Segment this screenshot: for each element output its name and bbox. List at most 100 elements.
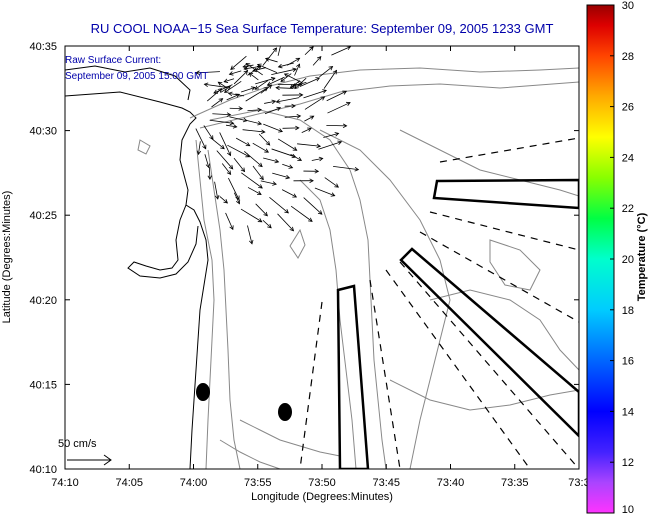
- x-tick-label: 73:50: [308, 477, 336, 489]
- current-annotation-line1: Raw Surface Current:: [65, 55, 161, 66]
- current-vector: [233, 70, 249, 85]
- colorbar-gradient: [586, 4, 615, 514]
- current-vector: [266, 76, 285, 86]
- current-vector: [284, 114, 302, 119]
- current-vector: [319, 66, 334, 78]
- x-tick-label: 74:05: [115, 477, 143, 489]
- scale-label: 50 cm/s: [58, 438, 97, 450]
- current-vector: [195, 128, 207, 150]
- x-tick-label: 73:45: [372, 477, 400, 489]
- current-vector: [255, 203, 268, 217]
- current-vector: [235, 137, 251, 147]
- current-vector: [263, 123, 283, 133]
- current-vector: [227, 91, 245, 97]
- current-vector: [264, 99, 277, 105]
- colorbar-tick-label: 30: [622, 0, 634, 12]
- current-vector: [269, 196, 289, 214]
- current-vector: [262, 47, 278, 66]
- current-vector: [304, 96, 326, 110]
- colorbar-tick-label: 20: [622, 254, 634, 266]
- station-marker: [196, 383, 210, 401]
- current-vector: [304, 115, 315, 122]
- current-vector: [314, 187, 336, 197]
- current-vector: [225, 212, 234, 231]
- current-vector: [230, 55, 247, 70]
- current-vector: [277, 46, 281, 56]
- current-vector: [303, 197, 323, 215]
- current-vector: [203, 82, 228, 88]
- current-vector: [225, 124, 238, 129]
- map-area: [65, 46, 579, 469]
- current-vector: [246, 120, 263, 126]
- scale-vector: 50 cm/s: [58, 438, 112, 466]
- current-vector: [323, 69, 338, 89]
- current-vector: [214, 181, 220, 200]
- restricted-areas: [336, 178, 579, 469]
- current-vector: [303, 89, 327, 99]
- current-vector: [252, 67, 267, 73]
- current-vector: [275, 85, 294, 91]
- x-tick-label: 73:55: [244, 477, 272, 489]
- current-vector: [217, 81, 228, 89]
- current-vector: [233, 192, 241, 205]
- y-tick-label: 40:10: [29, 464, 57, 476]
- current-vector: [311, 156, 324, 162]
- colorbar-tick-label: 14: [622, 406, 634, 418]
- current-vector: [209, 119, 235, 126]
- current-vector: [323, 132, 340, 138]
- current-vector: [244, 151, 263, 168]
- colorbar-tick-label: 12: [622, 457, 634, 469]
- station-marker: [278, 403, 292, 421]
- colorbar-tick-label: 28: [622, 51, 634, 63]
- current-vector: [290, 154, 303, 161]
- colorbar-ticks: 30 28 26 24 22 20 18 16 14 12 10: [610, 0, 634, 516]
- current-vector: [282, 92, 304, 98]
- current-vector: [241, 86, 256, 93]
- current-vector: [247, 107, 262, 113]
- current-vector: [247, 187, 262, 195]
- current-vector: [233, 157, 246, 173]
- current-vector: [277, 62, 294, 69]
- current-vector: [258, 133, 271, 146]
- current-vector: [254, 80, 269, 90]
- current-vector: [207, 167, 213, 180]
- current-vector: [216, 150, 234, 170]
- current-vector: [324, 177, 340, 188]
- colorbar-tick-label: 24: [622, 152, 634, 164]
- y-tick-label: 40:20: [29, 295, 57, 307]
- current-vector: [223, 81, 242, 93]
- current-vector: [264, 106, 282, 115]
- current-vector: [272, 172, 291, 180]
- y-tick-label: 40:35: [29, 41, 57, 53]
- colorbar-tick-label: 26: [622, 102, 634, 114]
- current-vector: [290, 205, 313, 222]
- x-axis: 74:10 74:05 74:00 73:55 73:50 73:45 73:40 73:35…: [51, 46, 590, 489]
- current-vector: [195, 70, 220, 75]
- current-vector: [281, 189, 298, 198]
- x-tick-label: 73:40: [437, 477, 465, 489]
- current-vector: [260, 180, 277, 186]
- y-tick-label: 40:30: [29, 126, 57, 138]
- current-vector: [219, 196, 229, 204]
- surface-current-vectors: [195, 46, 360, 245]
- current-annotation-line2: September 09, 2005 15:00 GMT: [65, 71, 208, 82]
- colorbar-tick-label: 10: [622, 504, 634, 516]
- current-vector: [221, 163, 232, 176]
- current-vector: [226, 93, 241, 101]
- current-vector: [212, 112, 232, 117]
- current-vector: [248, 72, 259, 81]
- dashed-lanes: [299, 137, 579, 469]
- current-vector: [283, 73, 303, 84]
- current-vector: [219, 132, 232, 157]
- colorbar: 30 28 26 24 22 20 18 16 14 12 10 Temperature (°C): [586, 0, 648, 516]
- current-vector: [196, 141, 202, 156]
- current-vector: [275, 97, 300, 104]
- colorbar-tick-label: 16: [622, 356, 634, 368]
- current-vector: [280, 73, 292, 83]
- current-vector: [252, 165, 264, 181]
- current-vector: [240, 208, 263, 223]
- current-vector: [312, 55, 322, 66]
- map-background: [65, 46, 579, 469]
- current-vector: [299, 77, 321, 87]
